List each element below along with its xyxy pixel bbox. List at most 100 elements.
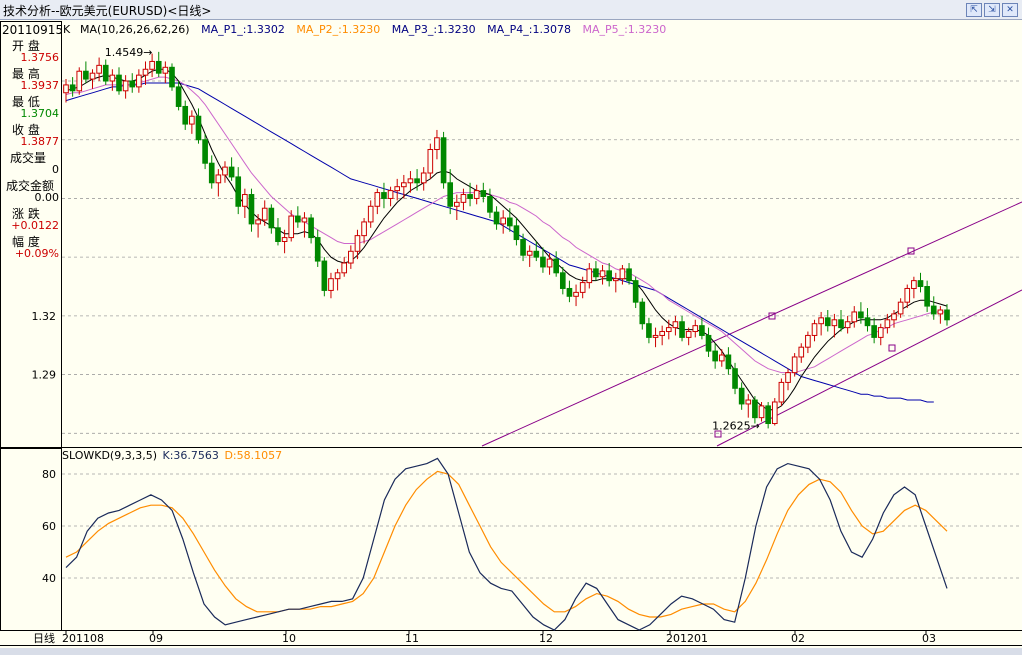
candle-body — [877, 327, 884, 338]
candle — [427, 143, 434, 179]
candle-body — [791, 356, 798, 374]
candle — [944, 304, 950, 326]
kd-d-value: D:58.1057 — [224, 449, 283, 462]
candle — [771, 398, 778, 426]
candle — [599, 264, 606, 285]
info-value-percent: +0.09% — [14, 247, 59, 260]
candle-body — [579, 282, 586, 293]
candle — [851, 306, 858, 328]
candle-body — [401, 182, 407, 188]
low-annotation: 1.2625→ — [712, 419, 760, 432]
candle — [122, 75, 129, 99]
candle-body — [381, 192, 387, 199]
ma-params: MA(10,26,26,62,26) — [80, 23, 190, 36]
candle-body — [838, 319, 844, 329]
candle — [752, 396, 758, 424]
kd-k-line — [65, 457, 948, 631]
candle-body — [533, 250, 540, 258]
info-label-change: 涨 跌 — [12, 207, 40, 221]
candle-body — [712, 350, 718, 362]
candle — [467, 182, 473, 207]
candle — [374, 188, 381, 215]
candle-body — [314, 237, 321, 262]
candle — [136, 69, 142, 93]
time-tick-label: 201201 — [666, 632, 708, 645]
candle-body — [864, 317, 871, 327]
candle — [460, 188, 467, 211]
candle — [255, 214, 261, 238]
candle — [361, 218, 367, 244]
candle — [321, 257, 328, 297]
candle — [685, 327, 692, 346]
info-value-low: 1.3704 — [20, 107, 60, 120]
time-tick-label: 11 — [405, 632, 419, 645]
candle — [540, 247, 546, 273]
candle — [189, 110, 195, 134]
candle — [566, 280, 573, 303]
time-tick-label: 12 — [539, 632, 553, 645]
candle-body — [699, 325, 705, 336]
restore-window-icon[interactable]: ⇱ — [966, 3, 982, 17]
candle-body — [202, 139, 208, 164]
candle-body — [129, 80, 136, 88]
candle — [341, 257, 348, 277]
candle-body — [235, 176, 242, 207]
maximize-window-icon[interactable]: ⇲ — [984, 3, 1000, 17]
candle — [116, 67, 122, 95]
candle-body — [520, 239, 526, 256]
info-label-low: 最 低 — [12, 95, 40, 109]
candle — [401, 174, 407, 199]
candle-body — [281, 237, 288, 242]
candle — [871, 317, 877, 344]
candle — [208, 155, 215, 189]
candle — [314, 229, 321, 267]
candle-body — [480, 190, 487, 197]
candle-body — [420, 172, 427, 184]
candle-body — [454, 201, 460, 207]
candle-body — [136, 74, 142, 88]
close-window-icon[interactable]: ✕ — [1002, 3, 1018, 17]
candle-body — [705, 334, 712, 352]
candle-body — [665, 327, 672, 333]
candle — [162, 61, 169, 83]
candle-body — [122, 80, 129, 92]
candle-body — [487, 195, 493, 213]
ma-long-line — [65, 82, 934, 403]
candle-body — [228, 166, 235, 178]
info-label-percent: 幅 度 — [12, 235, 40, 249]
candle — [877, 323, 884, 346]
candle — [63, 79, 69, 103]
candle — [387, 186, 394, 207]
channel-marker — [888, 344, 896, 352]
candle-body — [566, 287, 573, 297]
candle — [732, 362, 738, 395]
candle — [261, 200, 268, 226]
candle — [175, 81, 182, 111]
time-tick-label: 02 — [791, 632, 805, 645]
candle-body — [96, 64, 102, 74]
candle — [500, 210, 507, 234]
candle-body — [208, 162, 215, 184]
candle-body — [440, 137, 447, 184]
candle — [487, 188, 493, 219]
candle — [725, 347, 732, 375]
time-tick-label: 03 — [922, 632, 936, 645]
price-tick-label: 1.32 — [32, 310, 57, 323]
candle — [765, 401, 771, 429]
info-label-volume: 成交量 — [10, 151, 47, 165]
candle — [129, 73, 136, 93]
info-label-open: 开 盘 — [12, 39, 40, 53]
candle — [367, 200, 374, 228]
candle-body — [745, 399, 752, 405]
candle-body — [242, 194, 248, 207]
candle-body — [142, 68, 149, 76]
candle — [493, 206, 500, 230]
candle — [705, 327, 712, 357]
candle-body — [102, 64, 109, 82]
candle — [639, 298, 646, 330]
info-value-volume: 0 — [52, 163, 59, 176]
candle — [394, 178, 401, 201]
candle — [838, 310, 844, 332]
candle — [447, 169, 454, 215]
